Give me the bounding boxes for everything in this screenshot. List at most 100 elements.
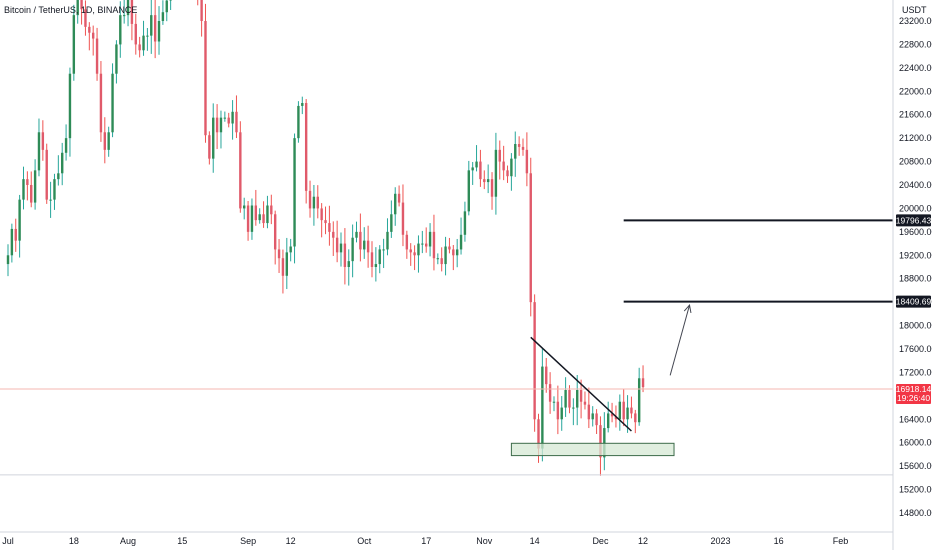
candle-body (572, 407, 575, 409)
candle-body (165, 0, 168, 13)
candle-body (33, 170, 37, 203)
candle-body (514, 144, 517, 159)
candle-body (541, 366, 544, 449)
price-axis[interactable]: 23200.00 22800.00 22400.00 22000.00 21600.00… (899, 16, 932, 518)
price-tick-label: 15200.00 (899, 485, 932, 495)
candle-body (200, 0, 203, 22)
drawings-layer[interactable] (0, 219, 893, 476)
candle-body (467, 170, 470, 212)
candle (204, 3, 207, 143)
time-tick-label: Sep (240, 536, 256, 546)
candle-body (153, 15, 157, 42)
candle (122, 0, 126, 24)
last-price-countdown: 19:26:40 (897, 393, 930, 403)
candle-body (448, 246, 451, 250)
candle (572, 398, 575, 426)
candle-body (262, 214, 265, 224)
candle (634, 409, 637, 434)
price-tick-label: 23200.00 (899, 16, 932, 26)
candle (366, 225, 370, 268)
candle (254, 189, 258, 226)
projection-arrow-shaft[interactable] (669, 304, 690, 376)
candle (64, 124, 68, 161)
price-tick-label: 19600.00 (899, 227, 932, 237)
candle (99, 61, 103, 142)
candle-body (626, 407, 629, 420)
candle (421, 230, 424, 254)
candle (262, 201, 265, 228)
candle-body (335, 237, 339, 253)
candle-body (88, 26, 91, 33)
candle-body (301, 103, 304, 106)
support-zone-rectangle[interactable] (510, 442, 675, 457)
candle (266, 195, 269, 229)
candle-body (386, 231, 389, 250)
time-axis[interactable]: Jul 18 Aug 15 Sep 12 Oct 17 Nov 14 Dec 12 2023 16 Feb (2, 536, 848, 546)
time-tick-label: 16 (774, 536, 784, 546)
candle-body (595, 413, 598, 426)
candle (436, 253, 440, 265)
candle (448, 237, 451, 254)
candle (394, 187, 397, 226)
candle (370, 241, 374, 278)
candle (479, 149, 482, 187)
candle (49, 181, 52, 218)
candle-body (332, 231, 335, 238)
candle-body (397, 193, 401, 203)
candle (347, 249, 350, 286)
candle (41, 120, 45, 161)
candle-body (246, 205, 250, 232)
candle (382, 238, 385, 269)
candle-body (552, 401, 556, 403)
candle (304, 99, 308, 204)
candle-body (370, 252, 374, 267)
candle-body (61, 152, 64, 174)
candle (397, 185, 401, 207)
descending-trendline[interactable] (530, 336, 632, 432)
candle (591, 406, 594, 427)
chart-title: Bitcoin / TetherUS, 1D, BINANCE (4, 5, 137, 15)
candle-body (568, 390, 571, 408)
candle-body (390, 214, 393, 232)
price-tick-label: 17600.00 (899, 344, 932, 354)
candle (568, 385, 571, 414)
candle-body (521, 146, 525, 150)
candle-body (440, 258, 443, 265)
candle (223, 111, 227, 122)
candle-body (471, 167, 474, 171)
candle (169, 0, 172, 11)
candle-body (591, 413, 594, 420)
candle (61, 142, 64, 186)
candle-body (641, 378, 645, 388)
candle (227, 112, 230, 128)
candle-body (285, 252, 289, 276)
candle (494, 132, 498, 215)
candle-body (432, 231, 436, 259)
candle-body (270, 205, 273, 215)
candle (312, 184, 316, 226)
candle-body (239, 132, 242, 209)
candle (285, 237, 289, 290)
price-tick-label: 21600.00 (899, 110, 932, 120)
candle-body (475, 161, 478, 168)
candle-body (622, 401, 625, 420)
candle (390, 200, 393, 238)
candle-body (150, 15, 153, 36)
candle (270, 194, 273, 225)
candle (250, 198, 254, 240)
candle (95, 27, 99, 81)
candle (432, 214, 436, 271)
candle (355, 221, 358, 243)
candle (57, 155, 60, 186)
candle-body (138, 44, 141, 51)
candle-body (630, 407, 633, 414)
candle-body (235, 111, 238, 133)
candle (405, 230, 409, 259)
candle-body (324, 220, 327, 224)
candle-body (119, 15, 122, 45)
candle-body (401, 202, 405, 235)
time-tick-label: 12 (286, 536, 296, 546)
candle (425, 227, 428, 253)
